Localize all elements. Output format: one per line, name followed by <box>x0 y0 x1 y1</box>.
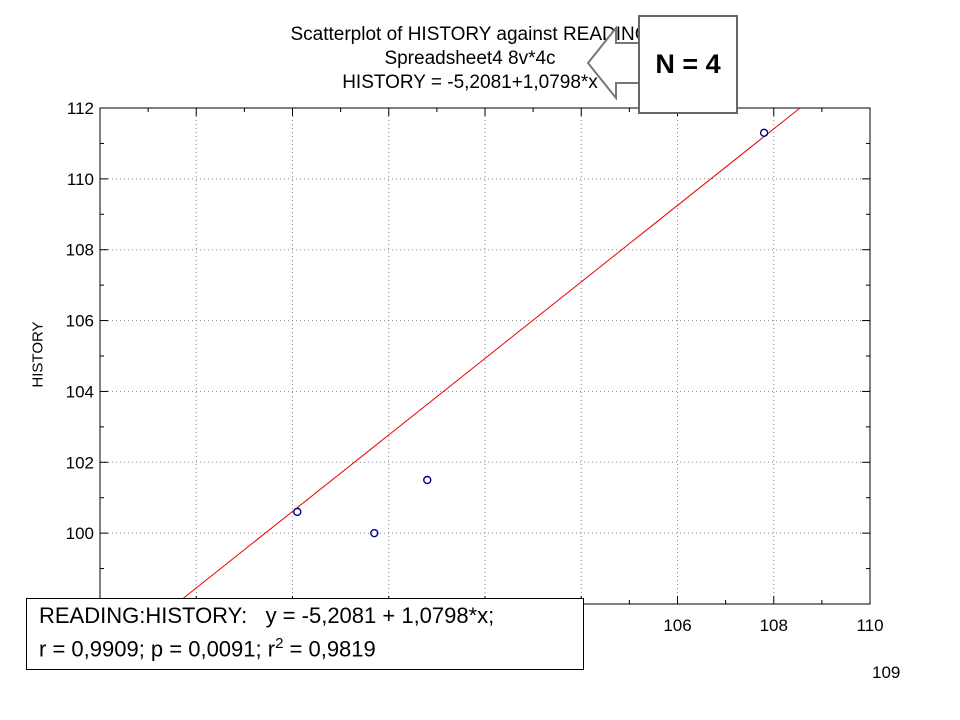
data-point <box>423 475 432 485</box>
sample-size-annotation: N = 4 <box>638 15 738 114</box>
chart-title: Scatterplot of HISTORY against READING <box>290 24 650 45</box>
x-tick-label: 110 <box>856 616 883 635</box>
stats-correlation-line: r = 0,9909; p = 0,0091; r2 = 0,9819 <box>39 635 376 662</box>
grid-lines <box>100 108 870 604</box>
y-tick-label: 110 <box>67 170 94 189</box>
chart-equation: HISTORY = -5,2081+1,0798*x <box>342 72 598 93</box>
y-tick-label: 108 <box>66 241 94 260</box>
data-point <box>759 128 769 138</box>
data-points <box>293 128 769 538</box>
y-tick-label: 106 <box>66 312 94 331</box>
y-tick-label: 102 <box>66 453 94 472</box>
y-tick-label: 100 <box>66 524 94 543</box>
y-tick-label: 112 <box>67 99 94 118</box>
stats-r2-value: = 0,9819 <box>283 636 376 662</box>
r-squared-superscript: 2 <box>275 635 284 652</box>
stats-r-p-text: r = 0,9909; p = 0,0091; r <box>39 636 276 662</box>
regression-stats-box: READING:HISTORY: y = -5,2081 + 1,0798*x;… <box>26 598 584 670</box>
data-point <box>293 507 302 517</box>
regression-line-group <box>175 107 801 605</box>
tick-labels: 100 102 104 106 108 110 112 106 108 110 <box>66 99 884 635</box>
regression-line <box>175 107 801 605</box>
stats-equation-line: READING:HISTORY: y = -5,2081 + 1,0798*x; <box>39 603 495 628</box>
page-number: 109 <box>872 663 901 682</box>
y-tick-label: 104 <box>66 382 94 401</box>
x-tick-label: 106 <box>663 616 691 635</box>
chart-subtitle: Spreadsheet4 8v*4c <box>384 48 556 69</box>
data-point <box>370 528 379 538</box>
left-arrow-icon <box>586 26 641 100</box>
y-axis-label: HISTORY <box>29 321 47 388</box>
x-tick-label: 108 <box>760 616 788 635</box>
